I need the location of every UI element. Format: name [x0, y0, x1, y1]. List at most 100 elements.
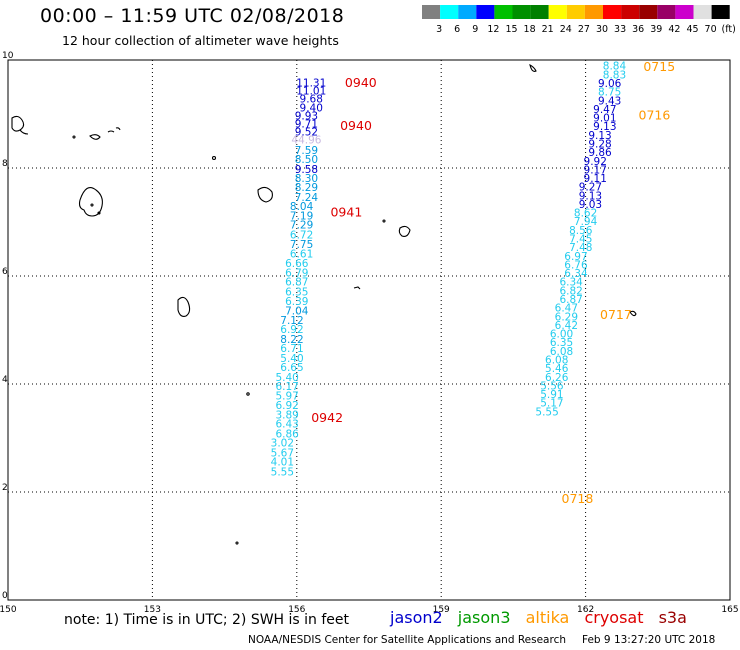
- wave-height-value: 9.40: [300, 102, 323, 114]
- wave-height-value: 6.82: [559, 285, 582, 297]
- wave-height-value: 6.61: [290, 249, 313, 261]
- colorbar-label: 30: [596, 24, 608, 35]
- wave-height-value: 7.19: [290, 210, 313, 222]
- colorbar-label: 24: [560, 24, 572, 35]
- wave-height-value: 9.01: [593, 113, 616, 125]
- x-tick-label: 159: [433, 605, 450, 615]
- legend-cryosat: cryosat: [584, 608, 644, 627]
- wave-height-value: 9.13: [588, 130, 611, 142]
- wave-height-value: 6.97: [564, 251, 587, 263]
- wave-height-value: 9.11: [584, 173, 607, 185]
- satellite-legend: jason2 jason3 altika cryosat s3a: [390, 608, 697, 627]
- wave-height-value: 7.59: [295, 145, 318, 157]
- wave-height-value: 6.87: [559, 294, 582, 306]
- wave-height-value: 8.84: [603, 61, 627, 73]
- wave-height-value: 5.17: [540, 398, 563, 410]
- y-tick-label: 10: [2, 51, 14, 61]
- wave-height-value: 7.04: [285, 305, 309, 317]
- wave-height-value: 9.92: [584, 156, 607, 168]
- wave-height-value: 9.58: [295, 164, 318, 176]
- coastline: [11, 63, 637, 545]
- colorbar-swatch: [584, 5, 603, 19]
- wave-height-value: 5.40: [280, 353, 303, 365]
- x-tick-label: 150: [0, 605, 17, 615]
- wave-height-value: 5.40: [275, 372, 298, 384]
- wave-height-value: 6.47: [555, 303, 578, 315]
- wave-height-value: 6.86: [275, 428, 299, 440]
- wave-height-value: 3.02: [271, 438, 294, 450]
- wave-height-value: 44.96: [291, 135, 321, 147]
- wave-height-value: 6.76: [564, 259, 588, 271]
- wave-height-value: 9.13: [579, 190, 602, 202]
- wave-height-value: 9.93: [295, 110, 318, 122]
- colorbar-swatch: [530, 5, 549, 19]
- pass-time-label: 0716: [639, 107, 671, 122]
- wave-height-value: 8.04: [290, 201, 314, 213]
- wave-height-value: 5.46: [545, 363, 569, 375]
- wave-height-value: 11.01: [296, 86, 326, 98]
- wave-height-value: 7.24: [295, 192, 319, 204]
- y-tick-label: 0: [2, 591, 8, 601]
- colorbar-swatch: [548, 5, 567, 19]
- colorbar-label: 15: [505, 24, 517, 35]
- wave-height-value: 6.72: [290, 230, 313, 242]
- colorbar-label: (ft): [722, 24, 736, 35]
- wave-height-value: 9.13: [593, 121, 616, 133]
- colorbar-swatch: [512, 5, 531, 19]
- wave-height-value: 7.29: [290, 219, 313, 231]
- colorbar-swatch: [476, 5, 495, 19]
- colorbar-label: 6: [454, 24, 460, 35]
- colorbar-label: 45: [686, 24, 698, 35]
- x-tick-label: 162: [577, 605, 594, 615]
- wave-height-value: 5.55: [271, 466, 294, 478]
- wave-height-value: 9.52: [295, 127, 318, 139]
- wave-height-value: 4.01: [271, 457, 294, 469]
- colorbar-label: 33: [614, 24, 626, 35]
- x-tick-label: 165: [721, 605, 738, 615]
- wave-height-value: 6.35: [285, 286, 308, 298]
- wave-height-value: 8.29: [295, 182, 318, 194]
- wave-height-value: 8.62: [574, 208, 597, 220]
- wave-height-value: 9.17: [584, 164, 607, 176]
- wave-height-value: 6.92: [280, 324, 303, 336]
- wave-height-value: 7.75: [290, 239, 313, 251]
- wave-height-value: 6.39: [285, 296, 308, 308]
- wave-height-value: 8.22: [280, 334, 303, 346]
- x-tick-label: 156: [288, 605, 305, 615]
- wave-height-value: 5.56: [540, 380, 564, 392]
- colorbar-swatch: [440, 5, 459, 19]
- colorbar-swatch: [603, 5, 622, 19]
- wave-height-value: 5.97: [275, 391, 298, 403]
- pass-time-label: 0942: [311, 410, 343, 425]
- plot-frame: [7, 59, 731, 601]
- wave-height-value: 5.55: [535, 406, 558, 418]
- wave-height-value: 7.48: [569, 242, 592, 254]
- wave-height-value: 6.42: [555, 320, 578, 332]
- pass-time-label: 0940: [340, 118, 372, 133]
- legend-s3a: s3a: [658, 608, 687, 627]
- wave-height-value: 8.83: [603, 69, 626, 81]
- colorbar-label: 36: [632, 24, 644, 35]
- colorbar-swatch: [711, 5, 730, 19]
- wave-height-value: 6.00: [550, 329, 573, 341]
- wave-height-value: 9.71: [295, 119, 318, 131]
- wave-height-value: 6.71: [280, 343, 303, 355]
- colorbar-swatch: [458, 5, 477, 19]
- colorbar-label: 3: [436, 24, 442, 35]
- wave-height-value: 6.79: [285, 268, 308, 280]
- wave-height-value: 8.50: [295, 154, 318, 166]
- colorbar-label: 12: [487, 24, 499, 35]
- wave-height-value: 7.45: [569, 234, 592, 246]
- colorbar-label: 39: [650, 24, 662, 35]
- wave-height-value: 6.66: [285, 258, 309, 270]
- wave-height-value: 9.03: [579, 199, 602, 211]
- wave-height-value: 6.87: [285, 277, 308, 289]
- colorbar-label: 42: [668, 24, 680, 35]
- y-tick-label: 2: [2, 483, 8, 493]
- wave-height-value: 6.65: [280, 362, 303, 374]
- pass-time-label: 0941: [330, 205, 362, 220]
- y-tick-label: 4: [2, 375, 8, 385]
- pass-time-label: 0718: [562, 491, 594, 506]
- wave-height-value: 9.43: [598, 95, 621, 107]
